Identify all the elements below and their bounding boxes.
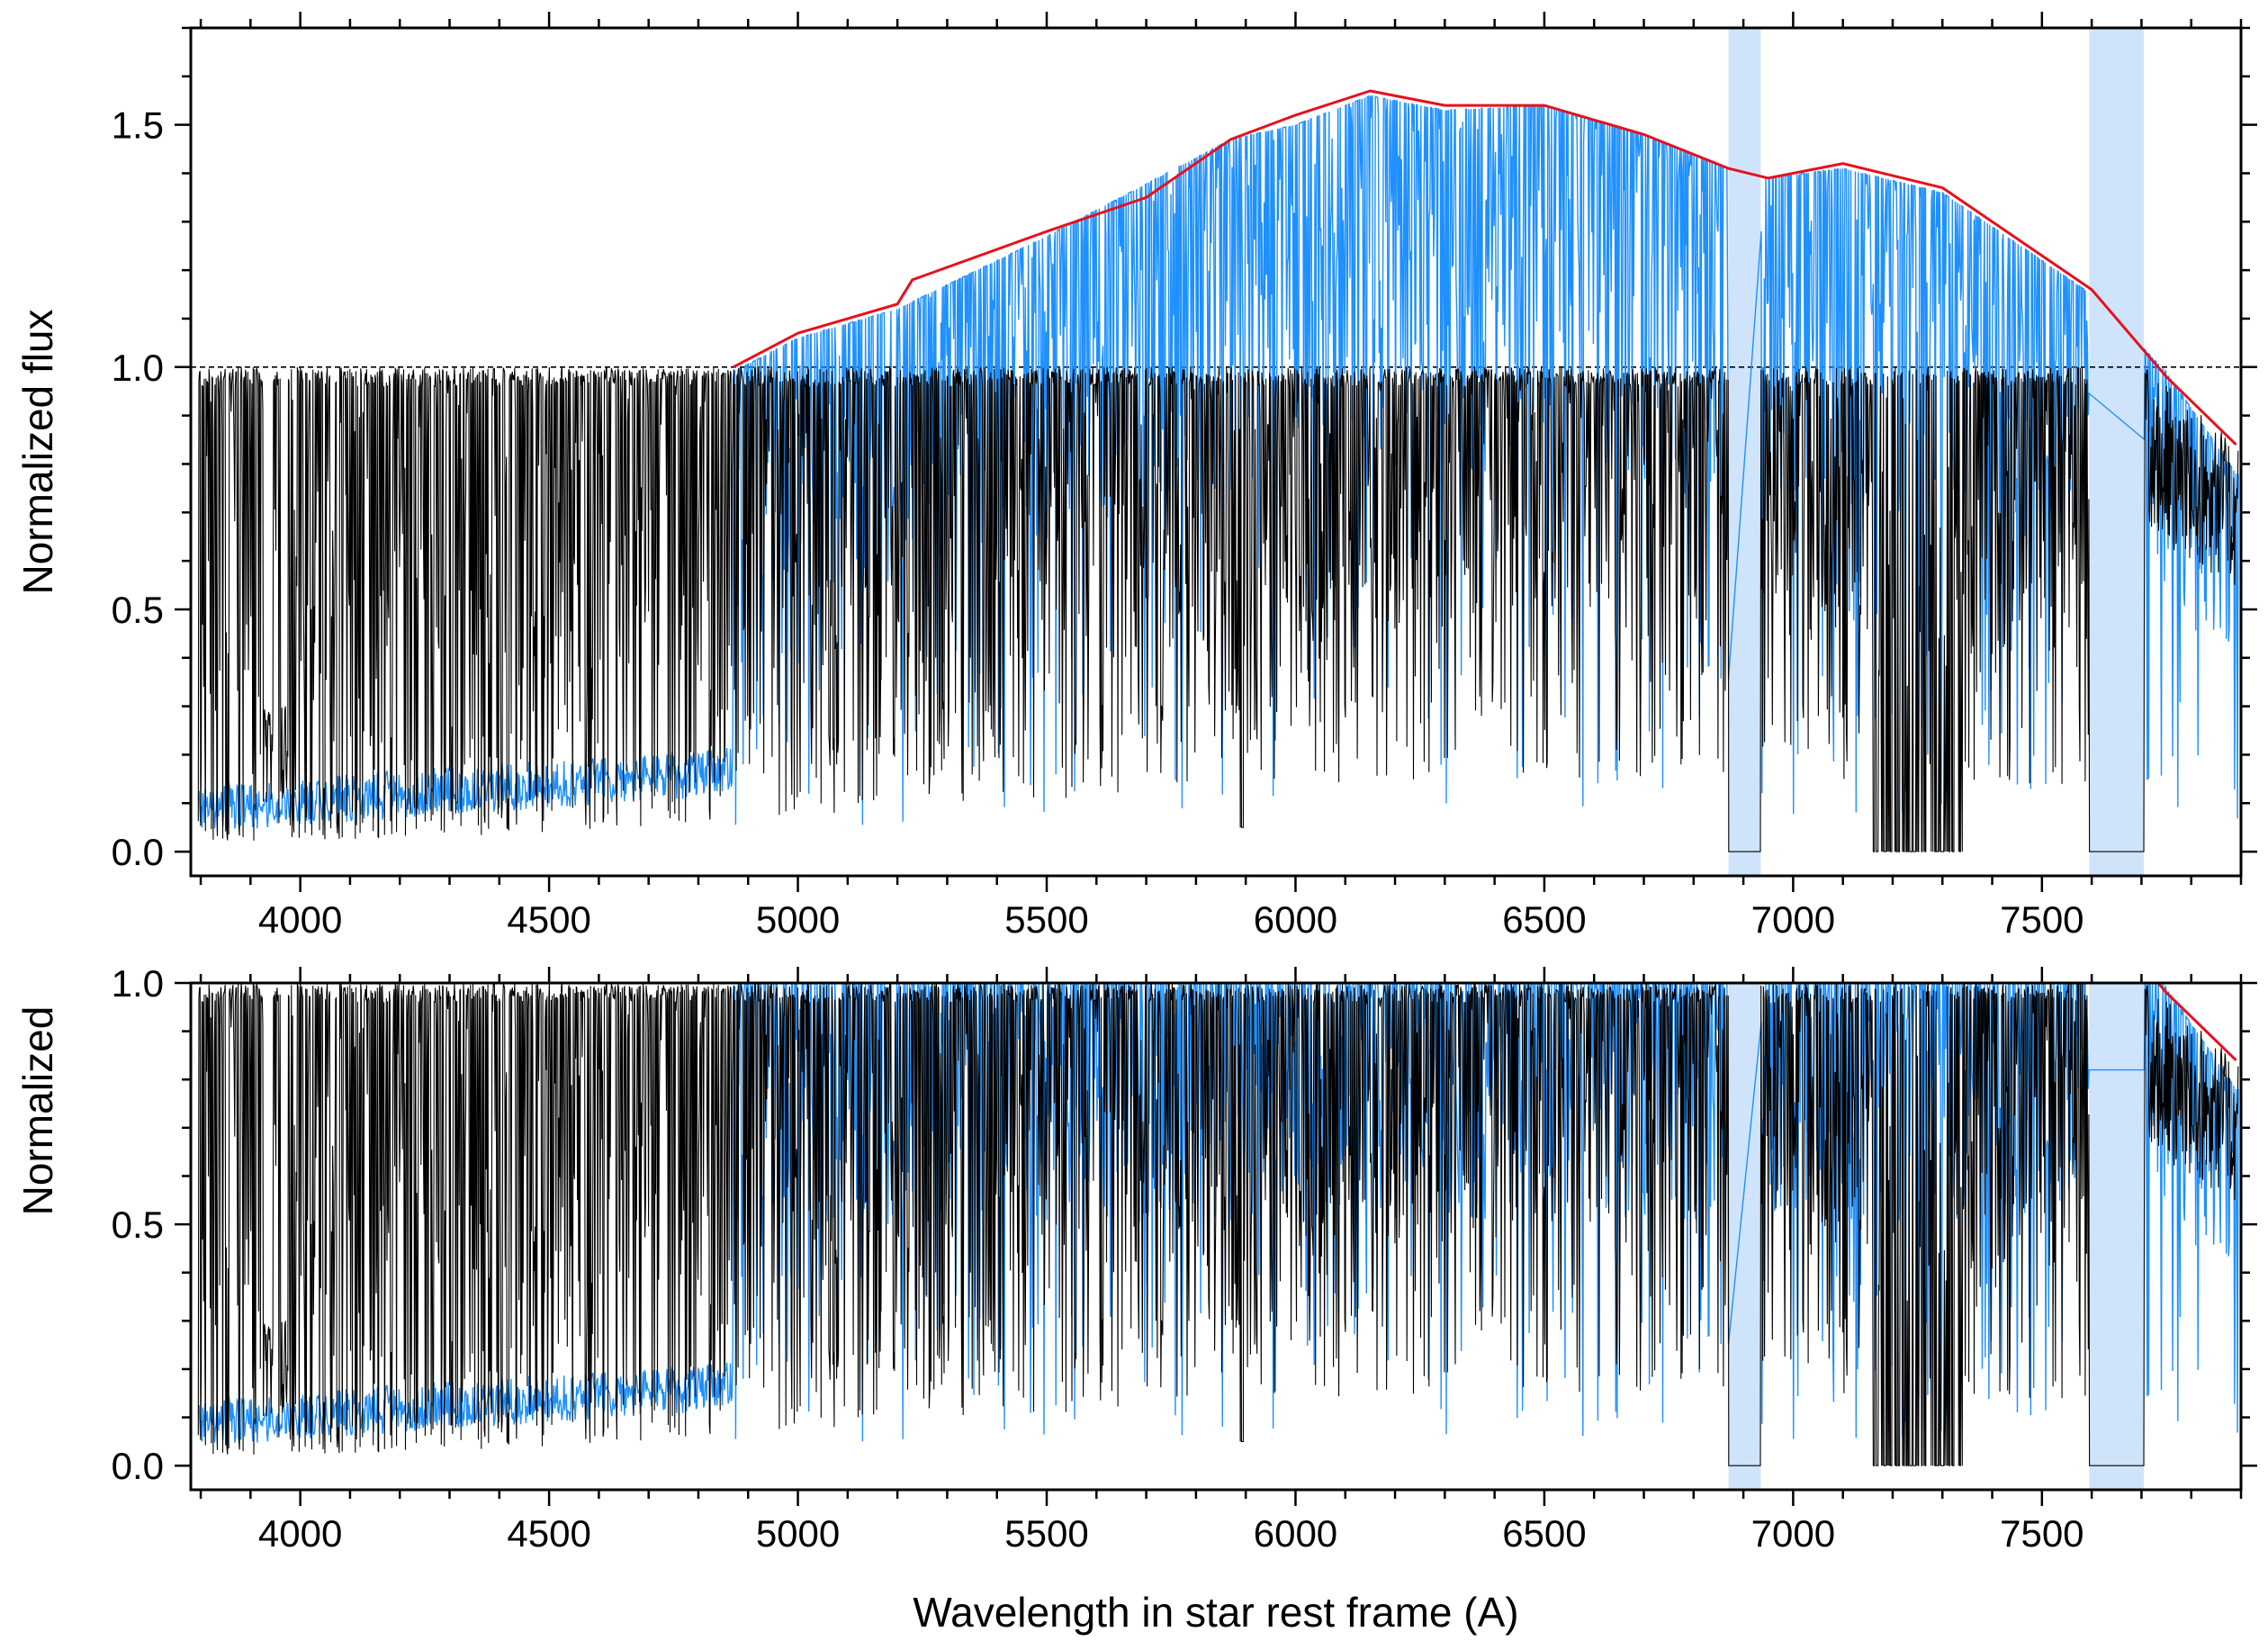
x-tick-label: 6500 [1502, 898, 1586, 941]
x-tick-label: 4000 [258, 898, 342, 941]
y-tick-label: 0.0 [112, 831, 164, 873]
top-axis-ticks [175, 12, 2257, 892]
top-panel: 4000 4500 5000 5500 6000 6500 7000 7500 0.0 0.5 1… [14, 12, 2257, 941]
x-tick-label: 6000 [1254, 898, 1337, 941]
masked-region [1728, 983, 1761, 1490]
top-plot-frame [189, 26, 2243, 878]
x-tick-label: 7000 [1751, 898, 1835, 941]
bottom-panel: 4000 4500 5000 5500 6000 6500 7000 7500 0.0 0.5 1… [14, 962, 2257, 1636]
series-continuum-fit [733, 89, 2237, 446]
x-tick-label: 5000 [756, 1512, 840, 1555]
bottom-plot-area [197, 983, 2239, 1466]
y-tick-label: 0.0 [112, 1445, 164, 1487]
top-x-tick-labels: 4000 4500 5000 5500 6000 6500 7000 7500 [258, 898, 2084, 941]
x-tick-label: 4000 [258, 1512, 342, 1555]
x-tick-label: 5500 [1004, 898, 1088, 941]
top-y-tick-labels: 0.0 0.5 1.0 1.5 [112, 104, 164, 873]
series-normalized-spectrum [197, 983, 2239, 1466]
y-tick-label: 1.5 [112, 104, 164, 147]
x-tick-label: 6500 [1502, 1512, 1586, 1555]
masked-region [2089, 983, 2145, 1490]
bottom-y-tick-labels: 0.0 0.5 1.0 [112, 962, 164, 1487]
y-tick-label: 1.0 [112, 962, 164, 1005]
top-plot-area [191, 89, 2241, 852]
bottom-masked-regions [1728, 983, 2145, 1490]
x-tick-label: 7500 [2000, 898, 2084, 941]
x-tick-label: 7500 [2000, 1512, 2084, 1555]
x-axis-title: Wavelength in star rest frame (A) [913, 1589, 1518, 1636]
bottom-axis-ticks [175, 967, 2257, 1506]
y-tick-label: 0.5 [112, 1204, 164, 1246]
bottom-y-axis-title: Normalized [14, 1006, 61, 1216]
bottom-x-tick-labels: 4000 4500 5000 5500 6000 6500 7000 7500 [258, 1512, 2084, 1555]
x-tick-label: 7000 [1751, 1512, 1835, 1555]
bottom-plot-frame [189, 981, 2243, 1492]
x-tick-label: 6000 [1254, 1512, 1337, 1555]
x-tick-label: 5500 [1004, 1512, 1088, 1555]
x-tick-label: 4500 [507, 898, 590, 941]
y-tick-label: 0.5 [112, 589, 164, 631]
x-tick-label: 4500 [507, 1512, 590, 1555]
top-masked-regions [1728, 28, 2145, 876]
masked-region [2089, 28, 2145, 876]
y-tick-label: 1.0 [112, 347, 164, 389]
x-tick-label: 5000 [756, 898, 840, 941]
top-y-axis-title: Normalized flux [14, 310, 61, 595]
series-normalized-spectrum [197, 365, 2239, 852]
